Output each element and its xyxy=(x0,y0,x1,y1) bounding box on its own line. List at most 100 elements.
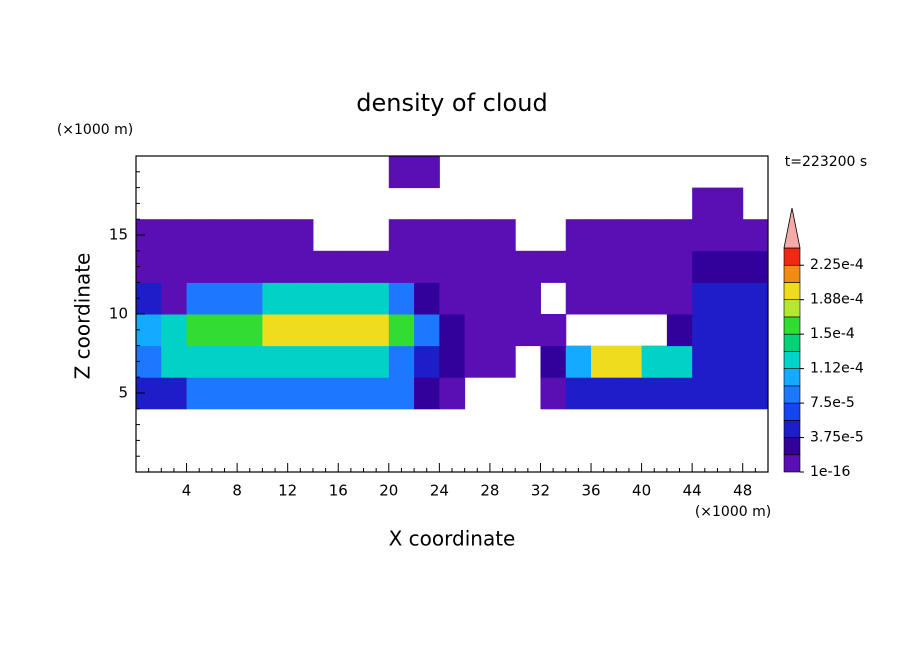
contour-cell xyxy=(742,250,769,283)
contour-cell xyxy=(616,219,643,252)
contour-cell xyxy=(262,250,289,283)
contour-cell xyxy=(641,250,668,283)
contour-cell xyxy=(312,314,339,347)
contour-cell xyxy=(363,345,390,378)
contour-cell xyxy=(439,345,466,378)
contour-cell xyxy=(338,250,365,283)
contour-cell xyxy=(439,377,466,410)
contour-cell xyxy=(439,314,466,347)
colorbar-band xyxy=(783,368,801,387)
contour-cell xyxy=(338,282,365,315)
contour-cell xyxy=(388,156,415,189)
contour-cell xyxy=(161,314,188,347)
contour-cell xyxy=(262,314,289,347)
contour-cell xyxy=(742,314,769,347)
colorbar-tick-label: 2.25e-4 xyxy=(810,257,864,273)
contour-cell xyxy=(287,345,314,378)
contour-cell xyxy=(717,250,744,283)
contour-cell xyxy=(388,250,415,283)
contour-cell xyxy=(414,314,440,347)
contour-cell xyxy=(211,377,238,410)
contour-cell xyxy=(565,250,592,283)
contour-cell xyxy=(211,345,238,378)
colorbar-band xyxy=(783,437,801,456)
contour-cell xyxy=(262,345,289,378)
contour-cell xyxy=(388,345,415,378)
contour-cell xyxy=(186,345,213,378)
contour-cell xyxy=(692,187,718,220)
y-tick-label: 15 xyxy=(109,226,128,244)
contour-cell xyxy=(641,282,668,315)
colorbar-band xyxy=(783,420,801,438)
contour-cell xyxy=(136,314,162,347)
contour-cell xyxy=(666,219,693,252)
colorbar-band xyxy=(783,333,801,352)
contour-cell xyxy=(237,377,263,410)
contour-cell xyxy=(312,345,339,378)
contour-cell xyxy=(237,219,263,252)
contour-cell xyxy=(186,377,213,410)
x-tick-label: 4 xyxy=(182,482,192,500)
contour-cell xyxy=(464,345,491,378)
contour-cell xyxy=(464,219,491,252)
contour-cell xyxy=(414,219,440,252)
contour-cell xyxy=(742,219,769,252)
contour-cell xyxy=(211,314,238,347)
contour-cell xyxy=(717,377,744,410)
contour-cell xyxy=(591,219,617,252)
x-tick-label: 48 xyxy=(733,482,752,500)
x-tick-label: 40 xyxy=(632,482,651,500)
contour-cell xyxy=(616,345,643,378)
contour-cell xyxy=(388,219,415,252)
x-tick-label: 12 xyxy=(278,482,297,500)
contour-cell xyxy=(540,377,567,410)
contour-cell xyxy=(591,345,617,378)
colorbar-band xyxy=(783,385,801,404)
contour-cell xyxy=(717,345,744,378)
contour-cell xyxy=(338,345,365,378)
contour-cell xyxy=(742,345,769,378)
contour-cell xyxy=(363,377,390,410)
contour-cell xyxy=(312,250,339,283)
colorbar-band xyxy=(783,282,801,300)
contour-cell xyxy=(489,314,516,347)
colorbar-extend xyxy=(783,207,801,249)
contour-cell xyxy=(565,345,592,378)
contour-cell xyxy=(540,314,567,347)
contour-cell xyxy=(237,345,263,378)
x-tick-label: 8 xyxy=(232,482,242,500)
chart-title: density of cloud xyxy=(356,89,547,117)
contour-cell xyxy=(388,314,415,347)
contour-cell xyxy=(262,219,289,252)
contour-cell xyxy=(312,282,339,315)
contour-cell xyxy=(464,282,491,315)
x-tick-label: 44 xyxy=(683,482,702,500)
contour-cell xyxy=(136,250,162,283)
contour-cell xyxy=(692,282,718,315)
contour-cell xyxy=(641,345,668,378)
colorbar-band xyxy=(783,316,801,335)
contour-cell xyxy=(692,377,718,410)
contour-cell xyxy=(692,345,718,378)
contour-cell xyxy=(287,377,314,410)
contour-cell xyxy=(692,314,718,347)
colorbar-band xyxy=(783,299,801,318)
contour-cell xyxy=(211,219,238,252)
contour-cell xyxy=(161,377,188,410)
colorbar-band xyxy=(783,454,801,473)
contour-cell xyxy=(565,219,592,252)
colorbar-band xyxy=(783,264,801,283)
contour-cell xyxy=(161,219,188,252)
x-tick-label: 24 xyxy=(430,482,449,500)
contour-cell xyxy=(363,282,390,315)
contour-cell xyxy=(186,282,213,315)
y-tick-label: 10 xyxy=(109,305,128,323)
y-tick-label: 5 xyxy=(118,384,128,402)
contour-cell xyxy=(666,345,693,378)
colorbar-band xyxy=(783,247,801,266)
contour-cell xyxy=(136,345,162,378)
colorbar-tick-label: 3.75e-5 xyxy=(810,430,864,446)
colorbar-tick-label: 1.5e-4 xyxy=(810,326,855,342)
contour-cell xyxy=(489,219,516,252)
x-tick-label: 32 xyxy=(531,482,550,500)
